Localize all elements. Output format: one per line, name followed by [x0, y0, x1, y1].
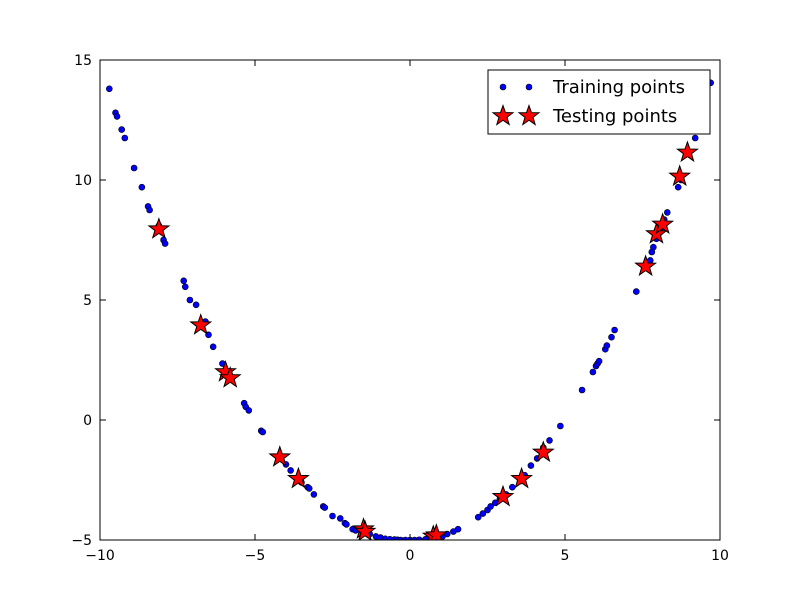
testing-point — [491, 484, 515, 507]
x-tick-label: −5 — [245, 548, 266, 564]
legend-item-testing-points: Testing points — [491, 103, 677, 127]
testing-point — [634, 254, 658, 277]
training-point — [310, 491, 318, 498]
training-point — [603, 342, 611, 349]
training-point — [118, 126, 125, 133]
legend-item-training-points: Training points — [499, 77, 685, 98]
y-tick-label: −5 — [71, 533, 92, 549]
testing-point — [651, 212, 675, 235]
training-point — [479, 510, 487, 517]
x-tick-label: 5 — [561, 548, 570, 564]
training-point — [259, 428, 267, 436]
x-tick-label: −10 — [85, 548, 115, 564]
training-point — [161, 240, 169, 247]
testing-point — [668, 164, 692, 187]
training-point — [329, 512, 336, 520]
training-point — [186, 296, 194, 304]
training-point — [487, 503, 494, 510]
training-point — [305, 485, 313, 492]
training-point — [287, 467, 294, 474]
training-point — [113, 113, 121, 120]
testing-point — [286, 466, 310, 489]
legend-marker — [525, 83, 533, 91]
training-point — [343, 521, 350, 528]
y-tick-label: 5 — [83, 293, 92, 309]
training-point — [578, 386, 586, 394]
legend-marker — [517, 103, 541, 126]
training-point — [508, 483, 516, 491]
training-point — [632, 288, 640, 295]
training-point — [181, 283, 189, 291]
testing-point — [218, 365, 242, 388]
plot-area — [106, 79, 715, 540]
testing-point — [424, 523, 448, 540]
legend-marker — [499, 83, 507, 91]
series-testing-points — [147, 140, 699, 540]
training-point — [691, 134, 699, 142]
training-point — [589, 368, 597, 376]
training-point — [321, 504, 329, 511]
x-tick-label: 0 — [406, 548, 415, 564]
testing-point — [676, 140, 699, 163]
legend-marker — [491, 103, 515, 126]
training-point — [527, 462, 535, 469]
y-tick-label: 15 — [74, 53, 92, 69]
training-point — [608, 333, 615, 341]
training-point — [650, 243, 657, 251]
training-point — [245, 407, 253, 414]
training-point — [192, 301, 200, 309]
training-point — [663, 209, 671, 216]
training-point — [595, 357, 603, 365]
y-tick-label: 0 — [83, 413, 92, 429]
testing-point — [353, 519, 377, 540]
x-tick-label: 10 — [711, 548, 729, 564]
training-point — [138, 183, 146, 191]
training-point — [336, 515, 344, 522]
training-point — [454, 525, 462, 533]
training-point — [209, 343, 217, 351]
training-point — [546, 437, 553, 444]
testing-point — [189, 313, 213, 335]
legend-label: Testing points — [552, 106, 677, 127]
training-point — [557, 422, 564, 430]
testing-point — [147, 217, 171, 239]
legend: Training points Testing points — [487, 69, 711, 135]
training-point — [180, 277, 187, 285]
training-point — [106, 85, 113, 93]
training-point — [674, 183, 682, 191]
training-point — [146, 206, 153, 214]
testing-point — [531, 440, 555, 463]
y-tick-label: 10 — [74, 173, 92, 189]
legend-label: Training points — [552, 77, 685, 98]
training-point — [611, 326, 618, 334]
testing-point — [510, 466, 534, 489]
training-point — [130, 164, 138, 172]
training-point — [121, 134, 129, 142]
training-point — [474, 513, 482, 521]
testing-point — [268, 445, 292, 467]
